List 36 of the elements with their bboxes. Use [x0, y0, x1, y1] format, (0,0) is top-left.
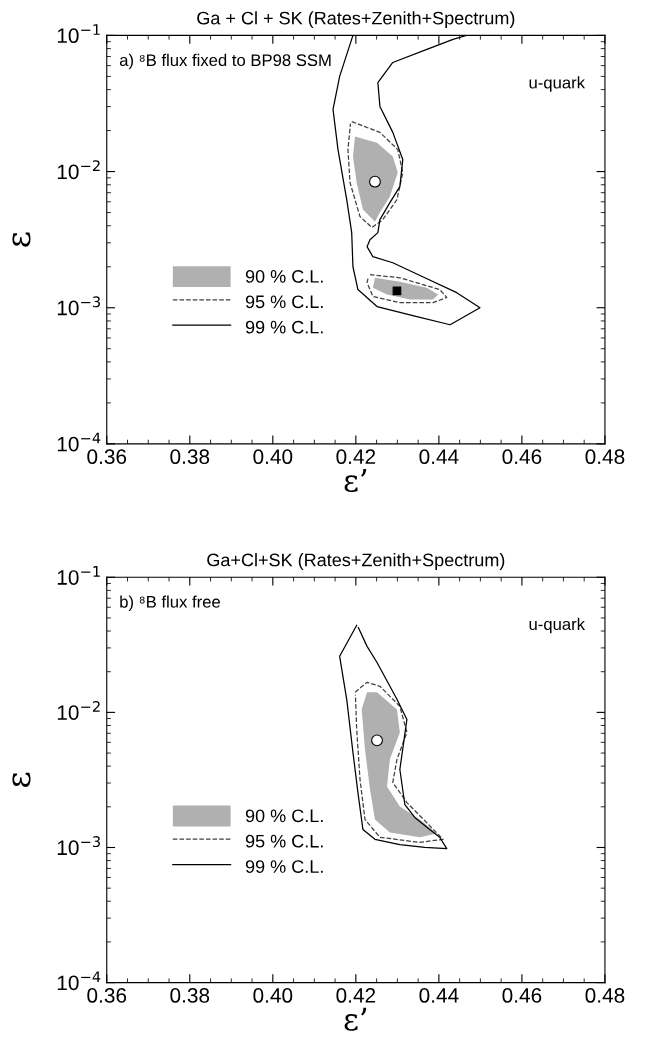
y-tick-label: 10$^{−3}$ — [57, 836, 100, 856]
x-tick-label: 0.38 — [170, 449, 210, 465]
annotation: b) ⁸B flux free — [120, 595, 220, 612]
line-series — [354, 681, 444, 844]
y-axis-title: ε — [12, 772, 31, 787]
y-tick-label: 10$^{−2}$ — [57, 160, 100, 180]
x-tick-label: 0.46 — [502, 988, 542, 1003]
annotation: u-quark — [529, 617, 586, 634]
legend-label: 95 % C.L. — [245, 834, 323, 848]
chart-title: Ga+Cl+SK (Rates+Zenith+Spectrum) — [207, 553, 505, 570]
x-axis-title: ε’ — [344, 469, 367, 492]
x-tick-label: 0.42 — [336, 988, 376, 1003]
legend-label: 90 % C.L. — [245, 270, 323, 283]
legend-label: 99 % C.L. — [245, 320, 323, 334]
x-axis-title: ε’ — [344, 1007, 367, 1031]
x-tick-label: 0.46 — [502, 449, 542, 465]
annotation: u-quark — [529, 76, 586, 92]
line-series — [339, 624, 448, 850]
y-tick-label: 10$^{−1}$ — [57, 24, 100, 44]
annotation: a) ⁸B flux fixed to BP98 SSM — [119, 53, 331, 70]
chart-title: Ga + Cl + SK (Rates+Zenith+Spectrum) — [197, 11, 515, 29]
x-tick-label: 0.48 — [585, 449, 625, 465]
legend-label: 95 % C.L. — [245, 295, 323, 309]
x-tick-label: 0.44 — [419, 988, 459, 1003]
legend-label: 99 % C.L. — [245, 860, 323, 873]
y-tick-label: 10$^{−3}$ — [57, 296, 100, 316]
x-tick-label: 0.42 — [336, 449, 376, 465]
x-tick-label: 0.40 — [253, 449, 293, 465]
y-tick-label: 10$^{−1}$ — [57, 566, 100, 585]
x-tick-label: 0.44 — [419, 449, 459, 465]
y-tick-label: 10$^{−2}$ — [57, 700, 100, 720]
x-tick-label: 0.38 — [170, 988, 210, 1003]
legend-label: 90 % C.L. — [245, 809, 323, 823]
x-tick-label: 0.48 — [585, 988, 625, 1003]
x-tick-label: 0.40 — [253, 988, 293, 1003]
y-axis-title: ε — [12, 232, 31, 247]
